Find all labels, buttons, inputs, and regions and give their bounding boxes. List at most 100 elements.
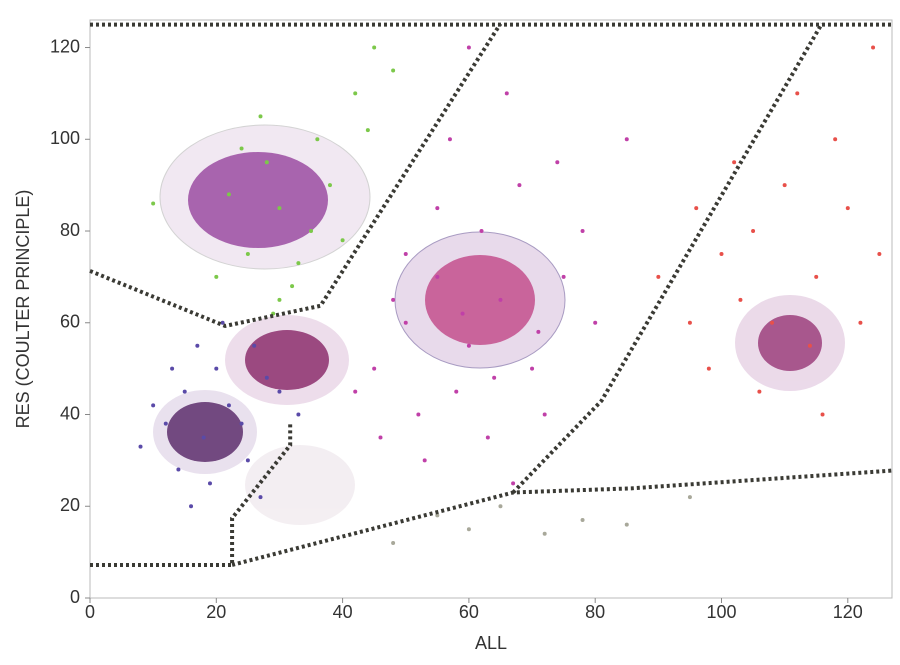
plot-frame xyxy=(89,19,893,599)
scatter-point xyxy=(814,274,819,279)
scatter-point xyxy=(460,311,465,316)
x-tick-label: 40 xyxy=(333,602,353,622)
scatter-point xyxy=(485,435,490,440)
scatter-point xyxy=(151,403,156,408)
scatter-point xyxy=(176,467,181,472)
scatter-point xyxy=(315,137,320,142)
scatter-point xyxy=(245,458,250,463)
y-tick-label: 100 xyxy=(50,128,80,148)
scatter-point xyxy=(277,297,282,302)
scatter-point xyxy=(782,183,787,188)
scatter-point xyxy=(447,137,452,142)
scatter-point xyxy=(258,495,263,500)
scatter-point xyxy=(435,513,440,518)
gate-boundary xyxy=(89,22,503,329)
scatter-point xyxy=(542,531,547,536)
scatter-point xyxy=(435,274,440,279)
scatter-point xyxy=(239,421,244,426)
x-tick-label: 0 xyxy=(85,602,95,622)
scatter-point xyxy=(353,91,358,96)
scatter-point xyxy=(580,229,585,234)
scatter-point xyxy=(214,366,219,371)
y-tick-label: 60 xyxy=(60,312,80,332)
scatter-point xyxy=(258,114,263,119)
scatter-point xyxy=(511,481,516,486)
cell-debris xyxy=(245,445,355,525)
scatter-point xyxy=(656,274,661,279)
scatter-point xyxy=(391,540,396,545)
scatter-point xyxy=(391,68,396,73)
scatter-point xyxy=(403,251,408,256)
y-tick-label: 40 xyxy=(60,403,80,423)
y-tick-label: 0 xyxy=(70,587,80,607)
scatter-point xyxy=(479,229,484,234)
scatter-point xyxy=(435,206,440,211)
scatter-point xyxy=(833,137,838,142)
scatter-point xyxy=(845,206,850,211)
scatter-point xyxy=(195,343,200,348)
scatter-point xyxy=(327,183,332,188)
scatter-point xyxy=(378,435,383,440)
scatter-point xyxy=(580,518,585,523)
scatter-point xyxy=(466,45,471,50)
scatter-point xyxy=(220,320,225,325)
scatter-point xyxy=(706,366,711,371)
scatter-point xyxy=(694,206,699,211)
scatter-point xyxy=(226,192,231,197)
scatter-point xyxy=(624,522,629,527)
scatter-point xyxy=(189,504,194,509)
scatter-point xyxy=(871,45,876,50)
scatter-point xyxy=(770,320,775,325)
scatter-point xyxy=(239,146,244,151)
x-tick-label: 100 xyxy=(706,602,736,622)
scatter-point xyxy=(732,160,737,165)
scatter-point xyxy=(492,375,497,380)
y-tick-label: 120 xyxy=(50,36,80,56)
scatter-point xyxy=(372,366,377,371)
x-tick-label: 120 xyxy=(833,602,863,622)
scatter-point xyxy=(820,412,825,417)
scatter-point xyxy=(530,366,535,371)
scatter-point xyxy=(353,389,358,394)
scatter-point xyxy=(264,375,269,380)
cell-nucleus xyxy=(425,255,535,345)
scatter-point xyxy=(687,320,692,325)
x-tick-label: 80 xyxy=(585,602,605,622)
scatter-point xyxy=(498,297,503,302)
scatter-point xyxy=(372,45,377,50)
scatter-point xyxy=(163,421,168,426)
scatter-point xyxy=(365,128,370,133)
gate-boundary xyxy=(90,423,293,567)
scatter-point xyxy=(264,160,269,165)
scatter-point xyxy=(757,389,762,394)
y-tick-label: 80 xyxy=(60,220,80,240)
scatter-point xyxy=(277,206,282,211)
gate-boundary xyxy=(231,468,895,567)
cell-nucleus xyxy=(188,152,328,248)
scatter-point xyxy=(504,91,509,96)
cell-nucleus xyxy=(758,315,822,371)
scatter-point xyxy=(182,389,187,394)
scatter-point xyxy=(719,251,724,256)
scatter-point xyxy=(517,183,522,188)
scatter-point xyxy=(340,238,345,243)
scatter-point xyxy=(277,389,282,394)
scatter-point xyxy=(454,389,459,394)
scatter-point xyxy=(498,504,503,509)
scatter-point xyxy=(555,160,560,165)
cell-images xyxy=(153,124,845,525)
y-axis-label: RES (COULTER PRINCIPLE) xyxy=(13,190,33,429)
x-axis-label: ALL xyxy=(475,633,507,653)
scatter-point xyxy=(309,229,314,234)
cell-nucleus xyxy=(167,402,243,462)
scatter-point xyxy=(416,412,421,417)
scatter-point xyxy=(795,91,800,96)
y-tick-label: 20 xyxy=(60,495,80,515)
gate-boundary xyxy=(511,22,824,494)
scatter-point xyxy=(252,343,257,348)
scatter-point xyxy=(624,137,629,142)
scatter-point xyxy=(207,481,212,486)
scatter-point xyxy=(687,495,692,500)
scatter-point xyxy=(561,274,566,279)
